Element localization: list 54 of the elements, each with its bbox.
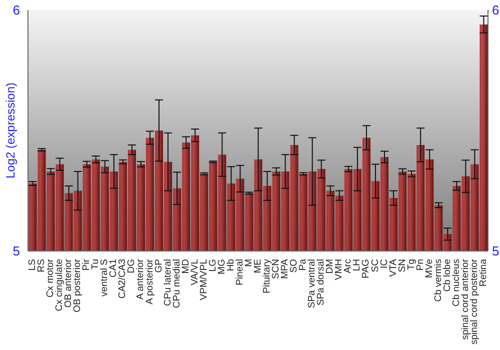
- y-axis-title: Log2 (expression): [3, 82, 18, 179]
- x-tick-label: PAG: [360, 259, 372, 278]
- x-tick-label: LG: [207, 259, 218, 272]
- x-tick-label: SC: [370, 258, 381, 272]
- x-tick-label: ME: [252, 259, 264, 274]
- y2-tick-label: 5: [492, 244, 500, 259]
- x-tick-label: VPM/VPL: [198, 259, 210, 300]
- x-tick-label: Pa: [298, 258, 309, 271]
- x-tick-label: Cb lobe: [442, 259, 453, 292]
- x-tick-label: OB posterior: [72, 259, 84, 312]
- x-tick-label: spinal cord posterior: [468, 259, 480, 345]
- x-tick-label: OB anterior: [63, 259, 74, 308]
- x-tick-label: CPu lateral: [162, 259, 174, 306]
- x-tick-label: MPA: [280, 258, 291, 279]
- x-tick-label: VMH: [334, 258, 345, 280]
- x-tick-label: SPa dorsal: [316, 259, 327, 306]
- x-tick-label: LS: [27, 259, 38, 271]
- x-tick-label: CA2/CA3: [117, 259, 128, 299]
- x-tick-label: Tu: [90, 259, 102, 270]
- x-tick-label: MD: [180, 258, 192, 274]
- x-tick-label: Cb nucleus: [450, 258, 462, 307]
- x-tick-label: M: [243, 258, 254, 267]
- y2-tick-label: 6: [492, 2, 500, 18]
- x-tick-label: SO: [288, 259, 300, 273]
- x-tick-label: spinal cord anterior: [460, 259, 471, 340]
- x-tick-label: Pineal: [234, 259, 246, 286]
- x-tick-label: GP: [153, 259, 164, 273]
- x-tick-label: LH: [352, 258, 363, 272]
- x-tick-label: VA/VL: [189, 259, 200, 286]
- x-tick-label: Cx cingulate: [54, 259, 66, 312]
- x-tick-label: SN: [396, 258, 408, 272]
- x-tick-label: ventral S: [99, 259, 110, 296]
- x-tick-label: Pir: [81, 259, 92, 271]
- x-tick-label: A anterior: [135, 259, 146, 300]
- x-tick-label: SPa ventral: [306, 259, 318, 308]
- x-tick-label: Tg: [406, 259, 417, 270]
- x-tick-label: CPu medial: [171, 259, 182, 308]
- x-tick-label: Cb vermis: [432, 258, 444, 302]
- x-tick-label: SCN: [270, 258, 282, 280]
- x-tick-label: Retina: [478, 258, 489, 286]
- x-tick-label: A posterior: [144, 259, 156, 304]
- x-tick-label: DG: [126, 259, 138, 274]
- x-tick-label: VTA: [388, 258, 399, 277]
- x-tick-label: Cx motor: [45, 259, 56, 298]
- x-tick-label: Hb: [225, 259, 236, 272]
- x-tick-label: Pn: [414, 259, 426, 271]
- x-tick-label: MVe: [424, 259, 435, 278]
- x-tick-label: IC: [378, 258, 390, 268]
- x-tick-label: CA1: [108, 259, 120, 278]
- x-tick-label: MG: [216, 259, 228, 274]
- x-tick-label: Arc: [342, 258, 354, 274]
- x-tick-label: Pituitary: [262, 258, 273, 294]
- x-tick-label: DM: [324, 258, 336, 274]
- x-tick-label: RS: [36, 259, 48, 272]
